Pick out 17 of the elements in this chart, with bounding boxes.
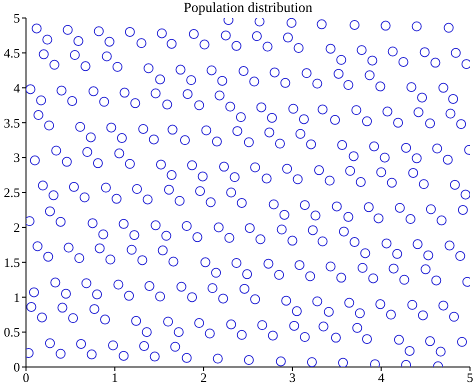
y-tick-label: 1.5 xyxy=(4,254,20,270)
x-tick-label: 4 xyxy=(378,370,385,386)
x-tick-label: 1 xyxy=(112,370,118,386)
x-tick-label: 5 xyxy=(466,370,474,386)
y-tick-label: 0.5 xyxy=(4,324,20,340)
y-tick-label: 5 xyxy=(14,10,20,26)
y-tick-label: 4 xyxy=(14,80,20,96)
y-tick-label: 2 xyxy=(14,220,20,236)
x-tick-label: 3 xyxy=(289,370,296,386)
y-tick-label: 3 xyxy=(14,150,20,166)
y-tick-label: 0 xyxy=(14,360,20,375)
y-tick-label: 4.5 xyxy=(4,46,20,61)
chart-title: Population distribution xyxy=(182,0,314,17)
x-tick-label: 2 xyxy=(200,370,207,386)
y-tick-label: 3.5 xyxy=(4,115,20,130)
y-tick-label: 2.5 xyxy=(4,185,20,200)
y-tick-label: 1 xyxy=(14,290,20,305)
